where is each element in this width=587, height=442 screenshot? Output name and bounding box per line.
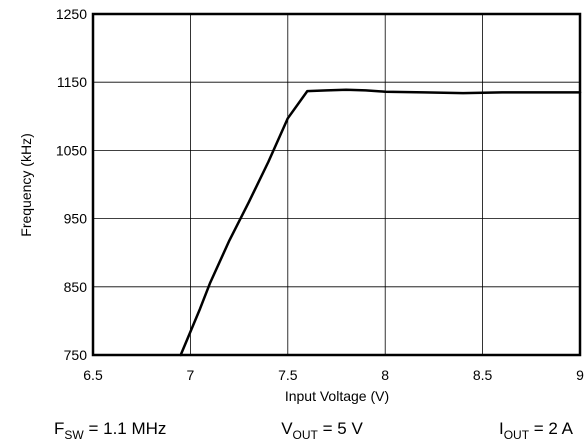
y-tick-label-2: 950 [64,211,88,227]
plot-frame [91,12,582,357]
y-tick-label-0: 750 [64,347,88,363]
x-tick-label-5: 9 [576,367,584,383]
condition-vout: VOUT = 5 V [281,419,363,442]
y-tick-label-3: 1050 [56,142,87,158]
x-tick-labels: 6.5 7 7.5 8 8.5 9 [83,367,584,383]
y-axis-title: Frequency (kHz) [18,133,34,236]
x-tick-label-1: 7 [187,367,195,383]
series-line-frequency [179,88,582,357]
x-tick-label-4: 8.5 [473,367,493,383]
grid-lines [93,14,580,355]
y-tick-labels: 750 850 950 1050 1150 1250 [56,6,87,363]
x-axis-title: Input Voltage (V) [285,388,389,404]
condition-iout: IOUT = 2 A [499,419,574,442]
x-tick-label-3: 8 [381,367,389,383]
condition-fsw: FSW = 1.1 MHz [54,419,166,442]
y-tick-label-4: 1150 [57,74,87,90]
x-tick-label-2: 7.5 [278,367,298,383]
x-tick-label-0: 6.5 [83,367,103,383]
y-tick-label-1: 850 [64,279,88,295]
y-tick-label-5: 1250 [56,6,87,22]
